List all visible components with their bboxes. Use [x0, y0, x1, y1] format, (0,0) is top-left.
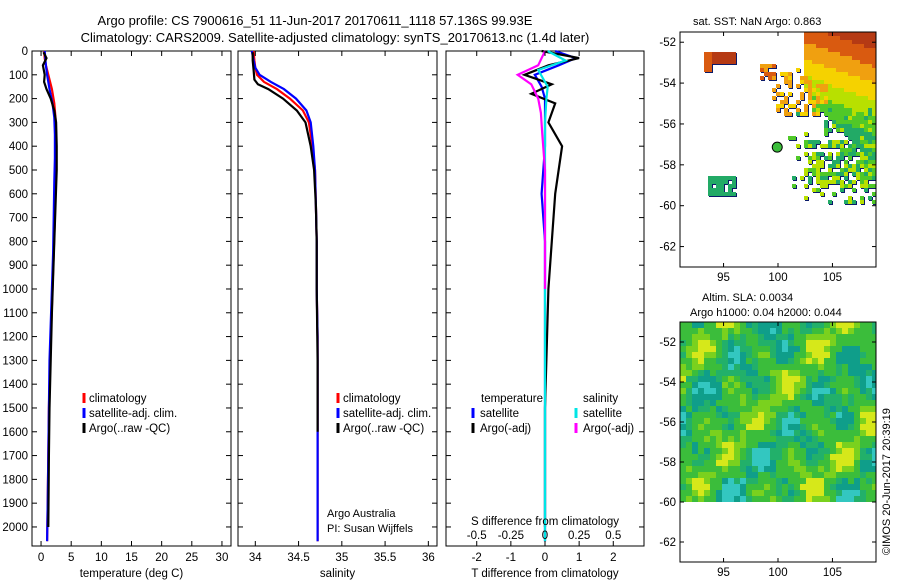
map-y-tick-label: -54 — [659, 78, 676, 90]
x-axis-label: temperature (deg C) — [80, 568, 184, 580]
plot-frame — [237, 50, 438, 547]
sla-field — [680, 322, 876, 502]
y-tick-label: 1400 — [2, 379, 28, 391]
legend-header-temperature: temperature — [481, 393, 543, 405]
map-x-tick-label: 105 — [823, 272, 842, 284]
y-tick-label: 700 — [9, 213, 28, 225]
figure-title-line-1: Argo profile: CS 7900616_51 11-Jun-2017 … — [98, 13, 533, 28]
y-tick-label: 200 — [9, 94, 28, 106]
x-tick-label: 2 — [610, 552, 616, 564]
y-tick-label: 1000 — [2, 284, 28, 296]
legend-label: Argo(..raw -QC) — [89, 423, 170, 435]
map-y-tick-label: -62 — [659, 537, 676, 549]
x-tick-label: 20 — [155, 552, 168, 564]
y-tick-label: 900 — [9, 260, 28, 272]
s-tick-label: -0.5 — [467, 530, 487, 542]
x-tick-label: 35.5 — [374, 552, 396, 564]
legend-label: climatology — [89, 393, 147, 405]
map-y-tick-label: -56 — [659, 417, 676, 429]
sla-map-title: Altim. SLA: 0.0034 — [702, 292, 793, 304]
x-axis-label: salinity — [320, 568, 355, 580]
x-tick-label: 34 — [249, 552, 262, 564]
x-tick-label: 1 — [576, 552, 582, 564]
map-x-tick-label: 100 — [768, 272, 787, 284]
legend-label: Argo(-adj) — [480, 423, 531, 435]
difference-panel: -2 -1 0 1 2 T difference from climatology -0.5… — [445, 49, 645, 580]
legend-label: satellite-adj. clim. — [89, 408, 177, 420]
series-line-salinity-argo-adj- — [515, 50, 547, 289]
map-y-tick-label: -54 — [659, 377, 676, 389]
sla-map-panel: 95 100 105 -52 -54 -56 -58 -60 -62 — [659, 321, 877, 579]
map-y-tick-label: -62 — [659, 242, 676, 254]
sst-map-title: sat. SST: NaN Argo: 0.863 — [693, 16, 821, 28]
x-tick-label: 25 — [185, 552, 198, 564]
map-y-tick-label: -58 — [659, 160, 676, 172]
legend-label: Argo(..raw -QC) — [343, 423, 424, 435]
x-tick-label: 30 — [216, 552, 229, 564]
s-axis-label: S difference from climatology — [471, 516, 619, 528]
y-tick-label: 1900 — [2, 498, 28, 510]
sla-map-subtitle: Argo h1000: 0.04 h2000: 0.044 — [690, 307, 842, 319]
y-tick-label: 1500 — [2, 403, 28, 415]
x-tick-label: 5 — [68, 552, 74, 564]
map-x-tick-label: 95 — [717, 567, 730, 579]
y-tick-label: 1300 — [2, 355, 28, 367]
map-y-tick-label: -60 — [659, 201, 676, 213]
legend-label: satellite — [583, 408, 622, 420]
map-x-tick-label: 105 — [823, 567, 842, 579]
imos-credit: ©IMOS 20-Jun-2017 20:39:19 — [881, 408, 893, 555]
s-tick-label: -0.25 — [498, 530, 524, 542]
y-tick-label: 1100 — [3, 308, 28, 320]
map-x-tick-label: 95 — [717, 272, 730, 284]
series-line-argo-raw-qc- — [251, 52, 319, 432]
legend-label: Argo(-adj) — [583, 423, 634, 435]
x-tick-label: -1 — [506, 552, 516, 564]
map-y-tick-label: -52 — [659, 337, 676, 349]
plot-frame — [31, 50, 232, 547]
map-y-tick-label: -60 — [659, 497, 676, 509]
map-y-tick-label: -56 — [659, 119, 676, 131]
map-y-tick-label: -52 — [659, 37, 676, 49]
y-tick-label: 1200 — [2, 332, 28, 344]
y-tick-label: 1800 — [2, 474, 28, 486]
x-tick-label: -2 — [472, 552, 482, 564]
x-tick-label: 15 — [125, 552, 138, 564]
x-tick-label: 10 — [95, 552, 108, 564]
s-tick-label: 0.25 — [568, 530, 590, 542]
salinity-annotation: PI: Susan Wijffels — [327, 523, 413, 535]
x-tick-label: 0 — [542, 552, 548, 564]
legend-header-salinity: salinity — [583, 393, 618, 405]
y-tick-label: 800 — [9, 236, 28, 248]
s-tick-label: 0 — [542, 530, 548, 542]
figure-title-line-2: Climatology: CARS2009. Satellite-adjuste… — [81, 30, 590, 45]
x-tick-label: 34.5 — [287, 552, 309, 564]
legend-label: climatology — [343, 393, 401, 405]
s-tick-label: 0.5 — [605, 530, 621, 542]
x-axis-label: T difference from climatology — [471, 568, 618, 580]
map-y-tick-label: -58 — [659, 457, 676, 469]
argo-position-marker — [771, 141, 783, 153]
x-tick-label: 36 — [422, 552, 435, 564]
salinity-panel: 34 34.5 35 35.5 36 salinity climatology satelli… — [237, 50, 438, 580]
legend-label: satellite — [480, 408, 519, 420]
temperature-panel: 0 5 10 15 20 25 30 temperature (deg C) 0 100 200 30… — [2, 46, 232, 580]
y-tick-label: 300 — [9, 117, 28, 129]
y-tick-label: 1700 — [2, 451, 28, 463]
sst-map-panel: 95 100 105 -52 -54 -56 -58 -60 -62 — [659, 31, 877, 284]
y-tick-label: 400 — [9, 141, 28, 153]
y-tick-label: 100 — [9, 70, 28, 82]
y-tick-label: 1600 — [2, 427, 28, 439]
salinity-annotation: Argo Australia — [327, 508, 396, 520]
y-tick-label: 0 — [22, 46, 28, 58]
y-tick-label: 2000 — [2, 522, 28, 534]
series-line-argo-raw-qc- — [41, 51, 58, 528]
map-x-tick-label: 100 — [768, 567, 787, 579]
y-tick-label: 600 — [9, 189, 28, 201]
sst-field — [704, 32, 876, 205]
y-tick-label: 500 — [9, 165, 28, 177]
legend-label: satellite-adj. clim. — [343, 408, 431, 420]
x-tick-label: 35 — [335, 552, 348, 564]
x-tick-label: 0 — [38, 552, 44, 564]
